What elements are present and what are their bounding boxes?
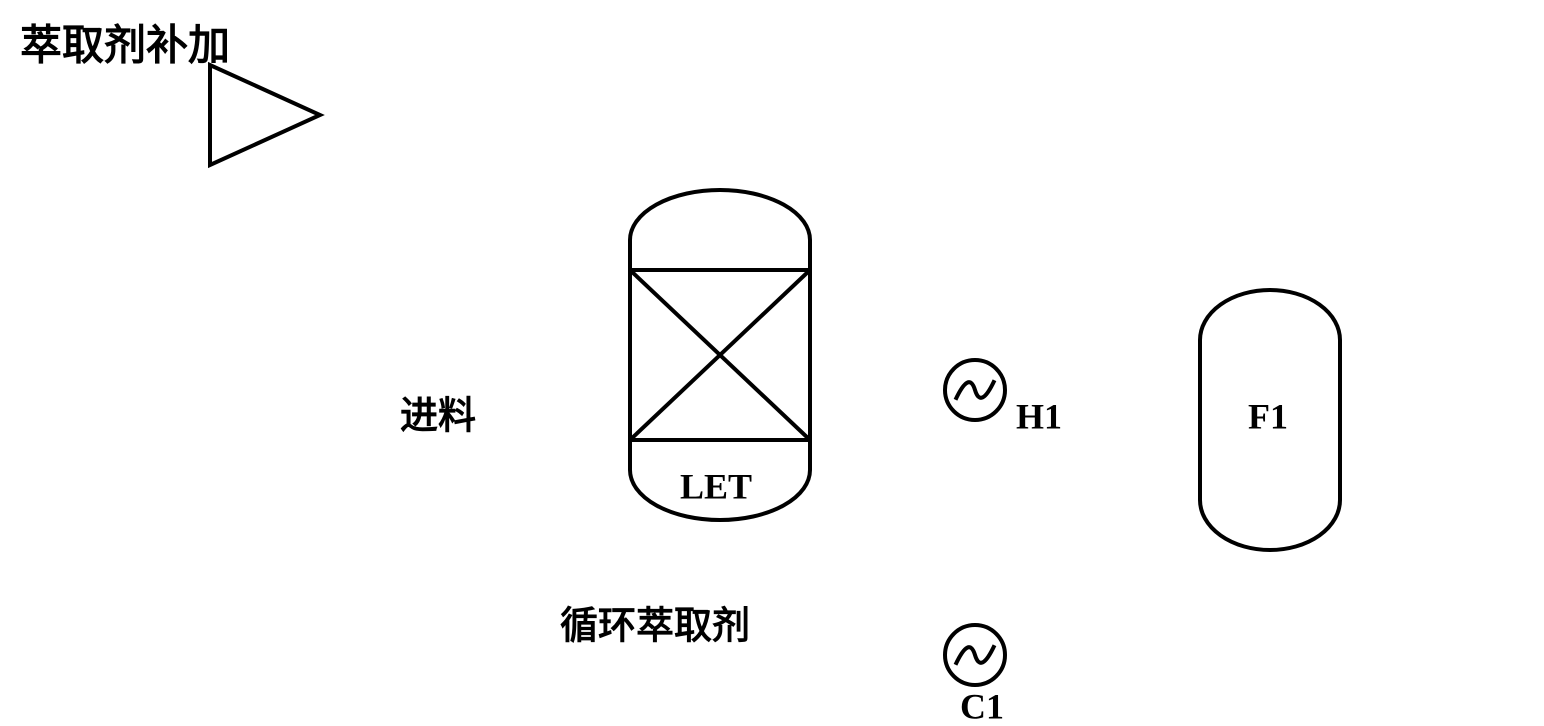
label-feed: 进料 <box>400 396 476 438</box>
label-f1: F1 <box>1248 396 1288 436</box>
label-extractant-makeup: 萃取剂补加 <box>20 23 230 70</box>
mixer <box>210 65 320 165</box>
label-h1: H1 <box>1016 396 1062 436</box>
label-let: LET <box>680 466 752 506</box>
label-c1: C1 <box>960 686 1004 726</box>
label-recycle-extractant: 循环萃取剂 <box>560 606 750 648</box>
